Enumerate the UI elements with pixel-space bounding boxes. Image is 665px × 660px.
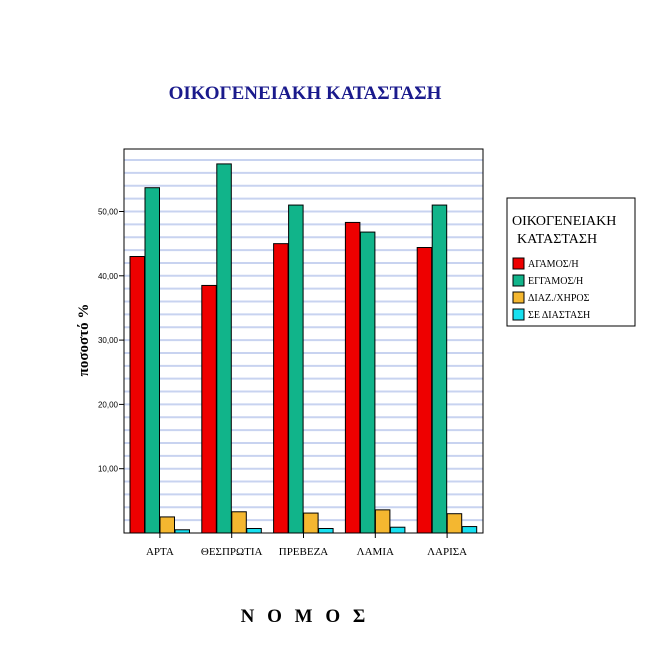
x-tick-label: ΠΡΕΒΕΖΑ [279,546,329,558]
legend-title: ΟΙΚΟΓΕΝΕΙΑΚΗ [512,214,616,229]
legend-box [506,197,636,327]
bar-4-4 [389,526,406,534]
legend-label: ΕΓΓΑΜΟΣ/Η [528,276,583,287]
bar-1-3 [159,516,175,534]
legend-title: ΚΑΤΑΣΤΑΣΗ [517,232,597,247]
bar-3-1 [273,243,289,534]
x-axis-title: Ν Ο Μ Ο Σ [241,606,370,627]
bar-5-2 [431,204,448,534]
x-tick-label: ΛΑΜΙΑ [357,546,394,558]
legend-swatch [512,274,525,287]
legend-label: ΣΕ ΔΙΑΣΤΑΣΗ [528,310,590,321]
bar-2-2 [216,163,232,534]
x-tick-label: ΑΡΤΑ [146,546,174,558]
legend-swatch [512,291,525,304]
y-tick-label: 50,00 [98,208,119,217]
bar-4-1 [344,221,361,534]
bar-5-1 [416,247,433,534]
bar-3-4 [318,527,334,534]
plot-area: 10,00 20,00 30,00 40,00 50,00 ΑΡΤΑ ΘΕΣΠΡΩΤΙΑ ΠΡ… [98,148,484,558]
x-tick-label: ΛΑΡΙΣΑ [427,546,467,558]
legend-swatch [512,308,525,321]
y-tick-label: 20,00 [98,400,119,409]
bar-4-2 [359,231,376,534]
chart-title: ΟΙΚΟΓΕΝΕΙΑΚΗ ΚΑΤΑΣΤΑΣΗ [169,83,442,104]
legend-swatch [512,257,525,270]
bar-5-4 [461,526,478,534]
x-tick-label: ΘΕΣΠΡΩΤΙΑ [201,546,263,558]
bar-3-3 [303,512,319,534]
legend-label: ΔΙΑΖ./ΧΗΡΟΣ [528,293,590,304]
bar-3-2 [288,204,304,534]
bar-2-4 [246,527,262,534]
bar-4-3 [374,509,391,534]
bar-1-1 [129,256,145,534]
bar-2-1 [201,284,217,534]
y-tick-label: 30,00 [98,336,119,345]
y-axis-title: ποσοστό % [76,304,92,377]
legend-label: ΑΓΑΜΟΣ/Η [528,259,579,270]
bar-5-3 [446,513,463,534]
legend: ΟΙΚΟΓΕΝΕΙΑΚΗ ΚΑΤΑΣΤΑΣΗ ΑΓΑΜΟΣ/Η ΕΓΓΑΜΟΣ/Η ΔΙ… [506,197,636,327]
bar-1-2 [144,187,160,534]
y-tick-label: 40,00 [98,272,119,281]
y-tick-label: 10,00 [98,465,119,474]
bar-2-3 [231,511,247,534]
